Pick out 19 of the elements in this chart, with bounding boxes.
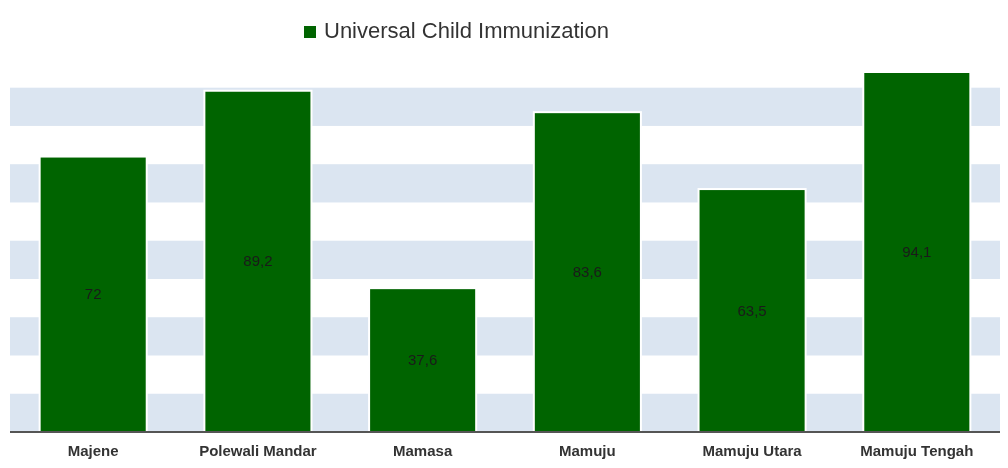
x-tick-label: Mamasa (393, 442, 453, 459)
data-label: 72 (84, 285, 102, 303)
x-tick-label: Mamuju Tengah (860, 442, 974, 459)
bar (38, 155, 148, 433)
data-label: 89,2 (243, 252, 273, 270)
bar (697, 188, 807, 433)
bar (368, 287, 478, 433)
data-label: 83,6 (572, 263, 602, 281)
bar (532, 111, 642, 433)
x-tick-label: Mamuju (559, 442, 616, 459)
text: Universal Child Immunization (324, 18, 609, 43)
x-tick-label: Polewali Mandar (199, 442, 317, 459)
bar (203, 89, 313, 433)
data-label: 63,5 (737, 301, 767, 319)
x-tick-label: Majene (67, 442, 119, 459)
bar (862, 71, 972, 433)
data-label: 37,6 (408, 351, 438, 369)
x-tick-label: Mamuju Utara (702, 442, 803, 459)
data-label: 94,1 (902, 243, 932, 260)
